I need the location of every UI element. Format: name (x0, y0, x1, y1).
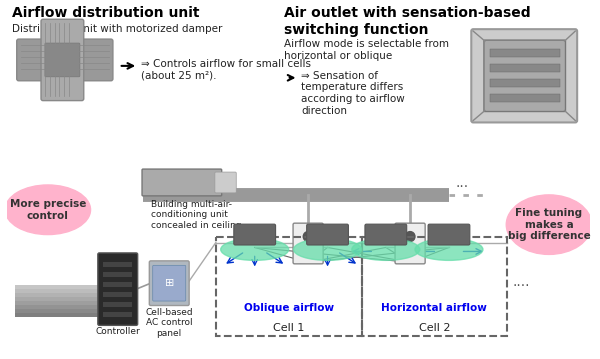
Text: ⇒ Sensation of
temperature differs
according to airflow
direction: ⇒ Sensation of temperature differs accor… (301, 71, 405, 116)
Text: Airflow mode is selectable from
horizontal or oblique: Airflow mode is selectable from horizont… (284, 39, 449, 61)
Ellipse shape (352, 238, 420, 260)
Ellipse shape (293, 238, 362, 260)
Ellipse shape (415, 238, 483, 260)
Bar (103, 312, 133, 317)
Ellipse shape (5, 185, 91, 234)
Bar (15, 301, 110, 305)
FancyBboxPatch shape (484, 40, 566, 112)
FancyBboxPatch shape (234, 224, 275, 245)
FancyBboxPatch shape (365, 224, 407, 245)
Text: ⇒ Controls airflow for small cells
(about 25 m²).: ⇒ Controls airflow for small cells (abou… (141, 59, 311, 80)
FancyBboxPatch shape (149, 261, 189, 306)
Bar (15, 285, 110, 289)
Circle shape (405, 232, 415, 242)
FancyBboxPatch shape (395, 223, 425, 264)
FancyBboxPatch shape (215, 172, 236, 193)
FancyBboxPatch shape (307, 224, 349, 245)
FancyBboxPatch shape (428, 224, 470, 245)
FancyBboxPatch shape (45, 43, 80, 77)
Ellipse shape (221, 238, 289, 260)
Text: Building multi-air-
conditioning unit
concealed in ceiling: Building multi-air- conditioning unit co… (151, 200, 241, 230)
FancyBboxPatch shape (17, 39, 113, 81)
Bar (15, 297, 110, 301)
Bar (490, 94, 560, 102)
Bar (103, 262, 133, 267)
Text: Airflow distribution unit: Airflow distribution unit (12, 6, 199, 20)
Text: ⊞: ⊞ (164, 278, 174, 288)
Text: More precise
control: More precise control (10, 199, 86, 220)
FancyBboxPatch shape (41, 19, 84, 101)
Bar (15, 313, 110, 317)
Text: Fine tuning
makes a
big difference: Fine tuning makes a big difference (508, 208, 590, 241)
Bar (103, 292, 133, 297)
FancyBboxPatch shape (153, 265, 186, 301)
Text: Cell 1: Cell 1 (273, 323, 304, 333)
Text: Cell 2: Cell 2 (419, 323, 450, 333)
Bar (103, 272, 133, 277)
Ellipse shape (506, 195, 592, 255)
FancyBboxPatch shape (471, 29, 577, 122)
Text: Cell-based
AC control
panel: Cell-based AC control panel (145, 308, 193, 338)
FancyBboxPatch shape (142, 169, 221, 196)
Bar (15, 309, 110, 313)
Text: Horizontal airflow: Horizontal airflow (382, 303, 487, 313)
Bar (15, 305, 110, 309)
Text: Air outlet with sensation-based
switching function: Air outlet with sensation-based switchin… (284, 6, 530, 37)
Text: Oblique airflow: Oblique airflow (244, 303, 334, 313)
Bar (15, 289, 110, 293)
FancyBboxPatch shape (98, 253, 137, 325)
Bar (216, 237, 362, 336)
FancyBboxPatch shape (293, 223, 323, 264)
Text: ...: ... (456, 176, 469, 190)
Text: Controller: Controller (95, 327, 140, 336)
Bar (15, 293, 110, 297)
Circle shape (303, 232, 313, 242)
Bar (103, 282, 133, 287)
Bar (490, 64, 560, 72)
Bar (490, 79, 560, 87)
Text: ....: .... (512, 275, 530, 289)
Bar (362, 237, 507, 336)
Bar (103, 302, 133, 307)
Bar (490, 49, 560, 57)
Text: Distribution unit with motorized damper: Distribution unit with motorized damper (12, 24, 222, 34)
